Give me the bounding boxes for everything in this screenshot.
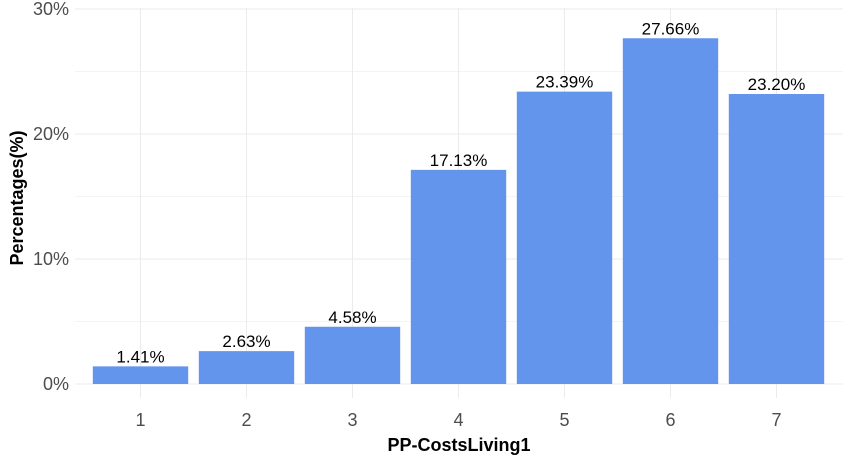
y-tick-label: 0%	[43, 374, 69, 394]
bar	[622, 38, 719, 384]
x-tick-label: 3	[347, 410, 357, 430]
bar	[198, 351, 295, 384]
x-tick-label: 2	[241, 410, 251, 430]
x-axis-ticks: 1 2 3 4 5 6 7	[135, 410, 781, 430]
y-axis-ticks: 0% 10% 20% 30%	[33, 0, 69, 394]
bar-data-label: 2.63%	[222, 332, 270, 351]
bar	[92, 366, 189, 384]
x-tick-label: 6	[665, 410, 675, 430]
bar-data-label: 27.66%	[642, 19, 700, 38]
bar-data-label: 23.20%	[748, 75, 806, 94]
bars-group	[92, 38, 825, 384]
bar-data-label: 4.58%	[328, 308, 376, 327]
y-tick-label: 10%	[33, 249, 69, 269]
x-tick-label: 4	[453, 410, 463, 430]
x-tick-label: 5	[559, 410, 569, 430]
y-tick-label: 30%	[33, 0, 69, 19]
y-tick-label: 20%	[33, 124, 69, 144]
bar	[304, 326, 401, 384]
bar	[728, 94, 825, 384]
y-axis-title: Percentages(%)	[7, 130, 27, 265]
bar	[410, 169, 507, 384]
x-tick-label: 1	[135, 410, 145, 430]
data-labels-group: 1.41% 2.63% 4.58% 17.13% 23.39% 27.66% 23.20%	[116, 19, 805, 366]
x-tick-label: 7	[771, 410, 781, 430]
bar-data-label: 1.41%	[116, 347, 164, 366]
bar	[516, 91, 613, 384]
x-axis-title: PP-CostsLiving1	[387, 435, 530, 455]
bar-data-label: 23.39%	[536, 73, 594, 92]
bar-data-label: 17.13%	[430, 151, 488, 170]
